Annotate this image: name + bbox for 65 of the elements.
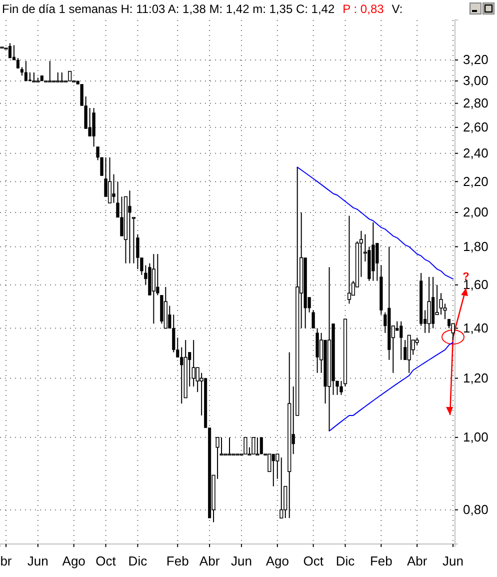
x-tick-label: Feb: [166, 554, 189, 569]
y-tick-label: 2,80: [463, 96, 488, 110]
candlestick: [120, 196, 124, 237]
candlestick: [256, 436, 260, 456]
candlestick: [128, 190, 132, 264]
x-tick-label: Feb: [370, 554, 392, 569]
candlestick: [36, 77, 40, 82]
candlestick: [108, 156, 112, 204]
candlestick: [32, 72, 36, 82]
y-tick-label: 1,40: [463, 320, 488, 336]
x-tick-label: br: [0, 554, 12, 569]
candlestick: [451, 323, 455, 341]
candlestick: [132, 216, 136, 264]
candlestick: [136, 234, 140, 270]
candlestick: [48, 60, 52, 82]
candlestick: [16, 57, 20, 69]
candlestick: [228, 436, 232, 456]
x-tick-label: Oct: [303, 554, 324, 569]
y-tick-label: 1,80: [463, 238, 488, 254]
y-tick-label: 1,00: [463, 430, 488, 445]
y-tick-label: 2,00: [463, 204, 488, 220]
candlestick: [192, 340, 196, 387]
candlestick: [276, 454, 280, 480]
candlestick: [24, 60, 28, 82]
candlestick: [312, 310, 315, 329]
candlestick: [280, 456, 284, 519]
x-tick-label: Dic: [128, 554, 148, 569]
y-tick-label: 3,20: [463, 52, 488, 68]
chart-title: Fin de día 1 semanas H: 11:03 A: 1,38 M: 1,42 m: 1,35 C: 1,42: [2, 2, 335, 16]
x-tick-label: Jun: [27, 554, 48, 569]
text: P : 0,83: [342, 2, 384, 16]
candlestick: [427, 276, 431, 334]
candlestick: [260, 436, 263, 455]
y-tick-label: 2,40: [463, 146, 488, 161]
x-tick-label: Ago: [62, 554, 86, 569]
candlestick: [252, 437, 256, 454]
candlestick: [272, 454, 275, 487]
y-tick-label: 2,60: [463, 120, 488, 135]
candlestick: [152, 253, 156, 324]
line-series: [296, 166, 454, 280]
candlestick: [88, 108, 92, 137]
candlestick: [347, 215, 352, 304]
candlestick: [244, 437, 248, 454]
x-tick-label: Abr: [199, 554, 220, 569]
y-tick-label: 3,00: [463, 73, 488, 88]
candlestick: [68, 70, 72, 82]
candlestick: [268, 454, 272, 472]
candlestick: [60, 72, 64, 82]
x-tick-label: Abr: [406, 554, 428, 569]
candlestick: [92, 108, 96, 148]
x-tick-label: Jun: [230, 554, 252, 569]
text: V:: [392, 2, 403, 16]
candlestick: [56, 72, 60, 82]
x-tick-label: Oct: [96, 554, 116, 569]
y-tick-label: 2,20: [463, 174, 488, 189]
x-tick-label: Ago: [266, 554, 289, 569]
x-tick-label: Jun: [442, 554, 464, 569]
y-tick-label: 1,20: [463, 370, 488, 386]
x-tick-label: Dic: [336, 554, 356, 569]
candlestick: [376, 242, 379, 282]
candlestick: [180, 346, 184, 404]
candlestick: [8, 42, 12, 58]
y-tick-label: 0,80: [463, 502, 488, 517]
candlestick: [156, 253, 160, 296]
candlestick: [400, 320, 403, 360]
